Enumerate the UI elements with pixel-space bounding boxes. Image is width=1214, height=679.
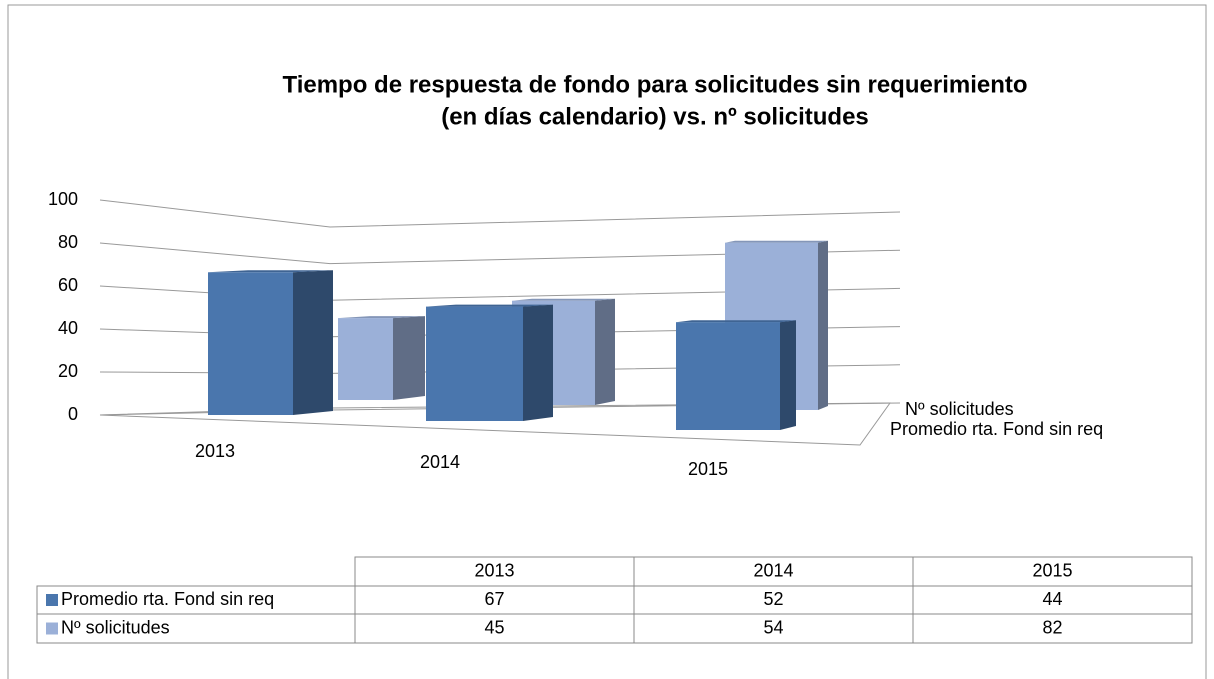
grid-line — [99, 199, 901, 228]
bar-side — [523, 304, 553, 421]
chart-title: (en días calendario) vs. nº solicitudes — [441, 103, 869, 130]
table-value: 82 — [1042, 617, 1062, 637]
bar-top — [512, 298, 615, 301]
grid-line — [99, 242, 901, 265]
bar-side — [595, 298, 615, 405]
table-header: 2014 — [753, 560, 793, 580]
y-tick-label: 80 — [58, 232, 78, 252]
bar-side — [293, 270, 333, 415]
bar — [426, 306, 523, 421]
depth-label: Nº solicitudes — [905, 399, 1014, 419]
legend-label: Nº solicitudes — [61, 617, 170, 637]
table-header: 2013 — [474, 560, 514, 580]
bar — [676, 322, 780, 430]
table-value: 52 — [763, 589, 783, 609]
chart-frame — [7, 4, 1207, 679]
bar-top — [725, 240, 828, 243]
bar-side — [818, 240, 828, 410]
chart-title: Tiempo de respuesta de fondo para solici… — [282, 71, 1027, 98]
x-tick-label: 2015 — [688, 459, 728, 479]
table-value: 67 — [484, 589, 504, 609]
depth-label: Promedio rta. Fond sin req — [890, 419, 1103, 439]
bar — [208, 272, 293, 415]
bar-side — [393, 316, 425, 400]
table-value: 54 — [763, 617, 783, 637]
bar-side — [780, 320, 796, 430]
table-header: 2015 — [1032, 560, 1072, 580]
bar-top — [426, 304, 553, 307]
bar-top — [208, 270, 333, 273]
legend-swatch — [46, 594, 58, 606]
y-tick-label: 40 — [58, 318, 78, 338]
y-tick-label: 100 — [48, 189, 78, 209]
bar-top — [338, 316, 425, 319]
legend-swatch — [46, 622, 58, 635]
y-tick-label: 0 — [68, 404, 78, 424]
y-tick-label: 60 — [58, 275, 78, 295]
x-tick-label: 2013 — [195, 441, 235, 461]
x-tick-label: 2014 — [420, 452, 460, 472]
legend-label: Promedio rta. Fond sin req — [61, 589, 274, 609]
y-tick-label: 20 — [58, 361, 78, 381]
bar-top — [676, 320, 796, 323]
bar — [338, 318, 393, 400]
table-value: 44 — [1042, 589, 1062, 609]
table-value: 45 — [484, 617, 504, 637]
